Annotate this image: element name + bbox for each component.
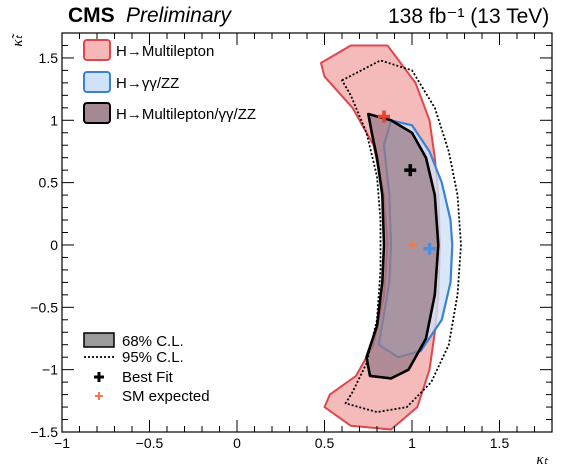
legend-label: SM expected — [122, 388, 210, 405]
luminosity-label: 138 fb⁻¹ (13 TeV) — [388, 5, 550, 28]
legend-label: Best Fit — [122, 369, 174, 386]
y-tick-label: 0.5 — [39, 175, 59, 191]
contour-combined-68 — [365, 112, 440, 380]
status-label: Preliminary — [126, 4, 232, 27]
best-fit-combined-marker — [404, 164, 417, 177]
best-fit-multilepton-marker — [378, 110, 390, 123]
legend-item-multilepton: H→Multilepton — [83, 39, 214, 61]
legend-label: H→Multilepton/γγ/ZZ — [116, 106, 256, 123]
legend-swatch — [83, 39, 111, 61]
y-tick-label: −0.5 — [30, 299, 58, 315]
x-tick-label: 1 — [408, 435, 416, 451]
y-tick-label: 1.5 — [39, 50, 59, 66]
x-tick-label: −1 — [54, 435, 70, 451]
legend-item-best-fit: Best Fit — [94, 369, 174, 386]
y-tick-label: −1 — [42, 362, 58, 378]
legend-item-combined: H→Multilepton/γγ/ZZ — [83, 102, 256, 124]
marker-layer — [378, 110, 436, 255]
contour-combined-95 — [341, 59, 462, 414]
x-tick-label: 0 — [233, 435, 241, 451]
experiment-label: CMS — [68, 4, 115, 27]
x-tick-label: 1.5 — [490, 435, 510, 451]
legend-label: 68% C.L. — [122, 333, 184, 350]
legend-swatch — [83, 71, 111, 93]
x-tick-label: −0.5 — [136, 435, 164, 451]
legend-item-68cl: 68% C.L. — [83, 332, 184, 350]
legend-label: H→Multilepton — [116, 43, 214, 60]
legend-label: H→γγ/ZZ — [116, 75, 179, 92]
y-tick-label: 1 — [50, 112, 58, 128]
legend-label: 95% C.L. — [122, 349, 184, 366]
legend-swatch — [83, 102, 111, 124]
x-axis-label: κₜ — [536, 452, 548, 468]
legend-swatch — [83, 332, 115, 348]
contour-layer — [320, 44, 462, 431]
legend: H→Multilepton H→γγ/ZZ H→Multilepton/γγ/ZZ 6… — [83, 39, 256, 405]
y-tick-label: 0 — [50, 237, 58, 253]
y-axis-label: κ̃ₜ — [10, 33, 26, 46]
legend-item-sm-expected: SM expected — [95, 388, 210, 405]
legend-item-gammagamma-zz: H→γγ/ZZ — [83, 71, 179, 93]
y-tick-label: −1.5 — [30, 424, 58, 440]
best-fit-gammagamma-zz-marker — [423, 242, 436, 255]
legend-item-95cl: 95% C.L. — [84, 349, 184, 366]
sm-expected-marker — [407, 240, 417, 250]
x-tick-label: 0.5 — [315, 435, 335, 451]
